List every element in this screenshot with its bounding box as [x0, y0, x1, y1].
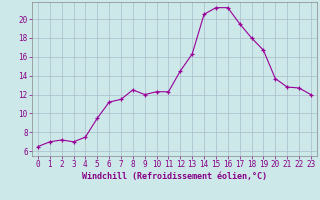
X-axis label: Windchill (Refroidissement éolien,°C): Windchill (Refroidissement éolien,°C) [82, 172, 267, 181]
